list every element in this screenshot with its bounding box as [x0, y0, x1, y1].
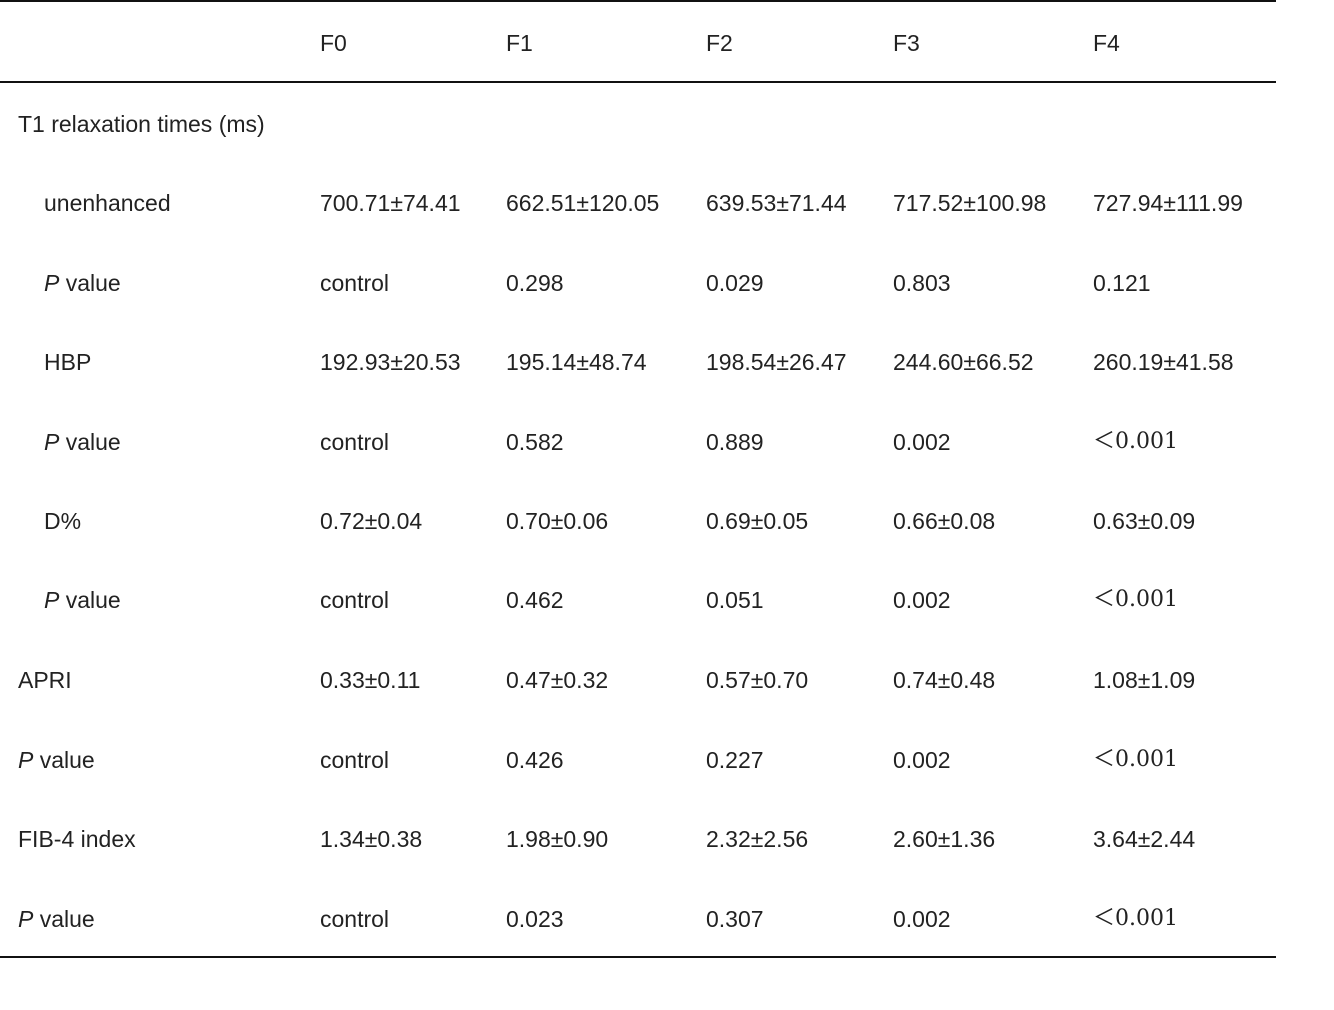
- table-cell-f0: control: [320, 270, 390, 296]
- table-cell-f0: 0.33±0.11: [320, 667, 421, 693]
- table-cell-f0: control: [320, 906, 390, 932]
- table-cell-f3: 244.60±66.52: [893, 349, 1034, 375]
- row-label: APRI: [18, 667, 72, 693]
- table-cell-f2: 639.53±71.44: [706, 190, 847, 216]
- table-cell-f0: control: [320, 587, 390, 613]
- table-cell-f4: ＜0.001: [1093, 906, 1178, 931]
- table-cell-f1: 0.47±0.32: [506, 667, 609, 693]
- table-cell-f4: ＜0.001: [1093, 587, 1178, 612]
- p-value-suffix: value: [59, 587, 121, 613]
- p-symbol: P: [18, 747, 34, 773]
- table-row: T1 relaxation times (ms): [0, 104, 1276, 144]
- table-cell-f2: 0.307: [706, 906, 764, 932]
- table-header-rule: [0, 81, 1276, 83]
- table-cell-f3: 0.66±0.08: [893, 508, 996, 534]
- table-bottom-rule: [0, 956, 1276, 958]
- table-cell-f2: 0.889: [706, 429, 764, 455]
- table-row: P value control 0.426 0.227 0.002 ＜0.001: [0, 740, 1276, 780]
- table-cell-f0: 1.34±0.38: [320, 826, 423, 852]
- p-value-suffix: value: [59, 429, 121, 455]
- p-value-suffix: value: [33, 906, 95, 932]
- row-label: HBP: [44, 349, 92, 375]
- table-row: P value control 0.023 0.307 0.002 ＜0.001: [0, 899, 1276, 939]
- table-cell-f4: 1.08±1.09: [1093, 667, 1196, 693]
- p-value-label: P value: [18, 740, 95, 780]
- table-row: P value control 0.582 0.889 0.002 ＜0.001: [0, 422, 1276, 462]
- table-header-row: F0 F1 F2 F3 F4: [0, 23, 1276, 63]
- table-cell-f2: 0.57±0.70: [706, 667, 809, 693]
- row-label: FIB-4 index: [18, 826, 136, 852]
- row-label: T1 relaxation times (ms): [18, 111, 265, 137]
- p-value-label: P value: [44, 580, 121, 620]
- table-cell-f4: 3.64±2.44: [1093, 826, 1196, 852]
- column-header-f0: F0: [320, 30, 347, 56]
- table-cell-f3: 0.002: [893, 747, 951, 773]
- table-row: APRI 0.33±0.11 0.47±0.32 0.57±0.70 0.74±0.48…: [0, 660, 1276, 700]
- table-cell-f0: control: [320, 429, 390, 455]
- table-row: D% 0.72±0.04 0.70±0.06 0.69±0.05 0.66±0.08 0.…: [0, 501, 1276, 541]
- table-cell-f2: 198.54±26.47: [706, 349, 847, 375]
- table-cell-f1: 0.462: [506, 587, 564, 613]
- p-value-label: P value: [18, 899, 95, 939]
- table-row: FIB-4 index 1.34±0.38 1.98±0.90 2.32±2.56 2.…: [0, 819, 1276, 859]
- table-cell-f3: 0.74±0.48: [893, 667, 996, 693]
- table-cell-f0: control: [320, 747, 390, 773]
- p-symbol: P: [44, 429, 60, 455]
- table-cell-f4: ＜0.001: [1093, 429, 1178, 454]
- row-label: D%: [44, 508, 82, 534]
- table-cell-f3: 0.002: [893, 587, 951, 613]
- table-cell-f0: 192.93±20.53: [320, 349, 461, 375]
- table-cell-f1: 0.426: [506, 747, 564, 773]
- table-cell-f1: 0.582: [506, 429, 564, 455]
- table-cell-f1: 0.023: [506, 906, 564, 932]
- table-cell-f3: 0.002: [893, 429, 951, 455]
- table-cell-f3: 0.002: [893, 906, 951, 932]
- table-top-rule: [0, 0, 1276, 2]
- p-value-suffix: value: [59, 270, 121, 296]
- table-row: HBP 192.93±20.53 195.14±48.74 198.54±26.47 2…: [0, 342, 1276, 382]
- column-header-f4: F4: [1093, 30, 1120, 56]
- table-cell-f1: 1.98±0.90: [506, 826, 609, 852]
- table-row: P value control 0.298 0.029 0.803 0.121: [0, 263, 1276, 303]
- table-cell-f2: 0.029: [706, 270, 764, 296]
- column-header-f1: F1: [506, 30, 533, 56]
- table-cell-f1: 0.70±0.06: [506, 508, 609, 534]
- p-symbol: P: [44, 270, 60, 296]
- table-row: P value control 0.462 0.051 0.002 ＜0.001: [0, 580, 1276, 620]
- table-cell-f3: 2.60±1.36: [893, 826, 996, 852]
- table-cell-f1: 195.14±48.74: [506, 349, 647, 375]
- table-cell-f4: 727.94±111.99: [1093, 190, 1243, 216]
- table-cell-f0: 0.72±0.04: [320, 508, 423, 534]
- p-symbol: P: [44, 587, 60, 613]
- p-value-label: P value: [44, 422, 121, 462]
- table-cell-f4: 0.63±0.09: [1093, 508, 1196, 534]
- p-symbol: P: [18, 906, 34, 932]
- table-cell-f2: 0.69±0.05: [706, 508, 809, 534]
- p-value-label: P value: [44, 263, 121, 303]
- table-cell-f2: 0.227: [706, 747, 764, 773]
- table-cell-f3: 0.803: [893, 270, 951, 296]
- row-label: unenhanced: [44, 190, 171, 216]
- p-value-suffix: value: [33, 747, 95, 773]
- table-cell-f3: 717.52±100.98: [893, 190, 1047, 216]
- table-cell-f4: ＜0.001: [1093, 747, 1178, 772]
- table-cell-f2: 2.32±2.56: [706, 826, 809, 852]
- table-cell-f1: 662.51±120.05: [506, 190, 660, 216]
- column-header-f2: F2: [706, 30, 733, 56]
- table-cell-f0: 700.71±74.41: [320, 190, 461, 216]
- table-cell-f1: 0.298: [506, 270, 564, 296]
- column-header-f3: F3: [893, 30, 920, 56]
- table-row: unenhanced 700.71±74.41 662.51±120.05 639.5…: [0, 183, 1276, 223]
- table-cell-f4: 260.19±41.58: [1093, 349, 1234, 375]
- table-cell-f4: 0.121: [1093, 270, 1151, 296]
- table-cell-f2: 0.051: [706, 587, 764, 613]
